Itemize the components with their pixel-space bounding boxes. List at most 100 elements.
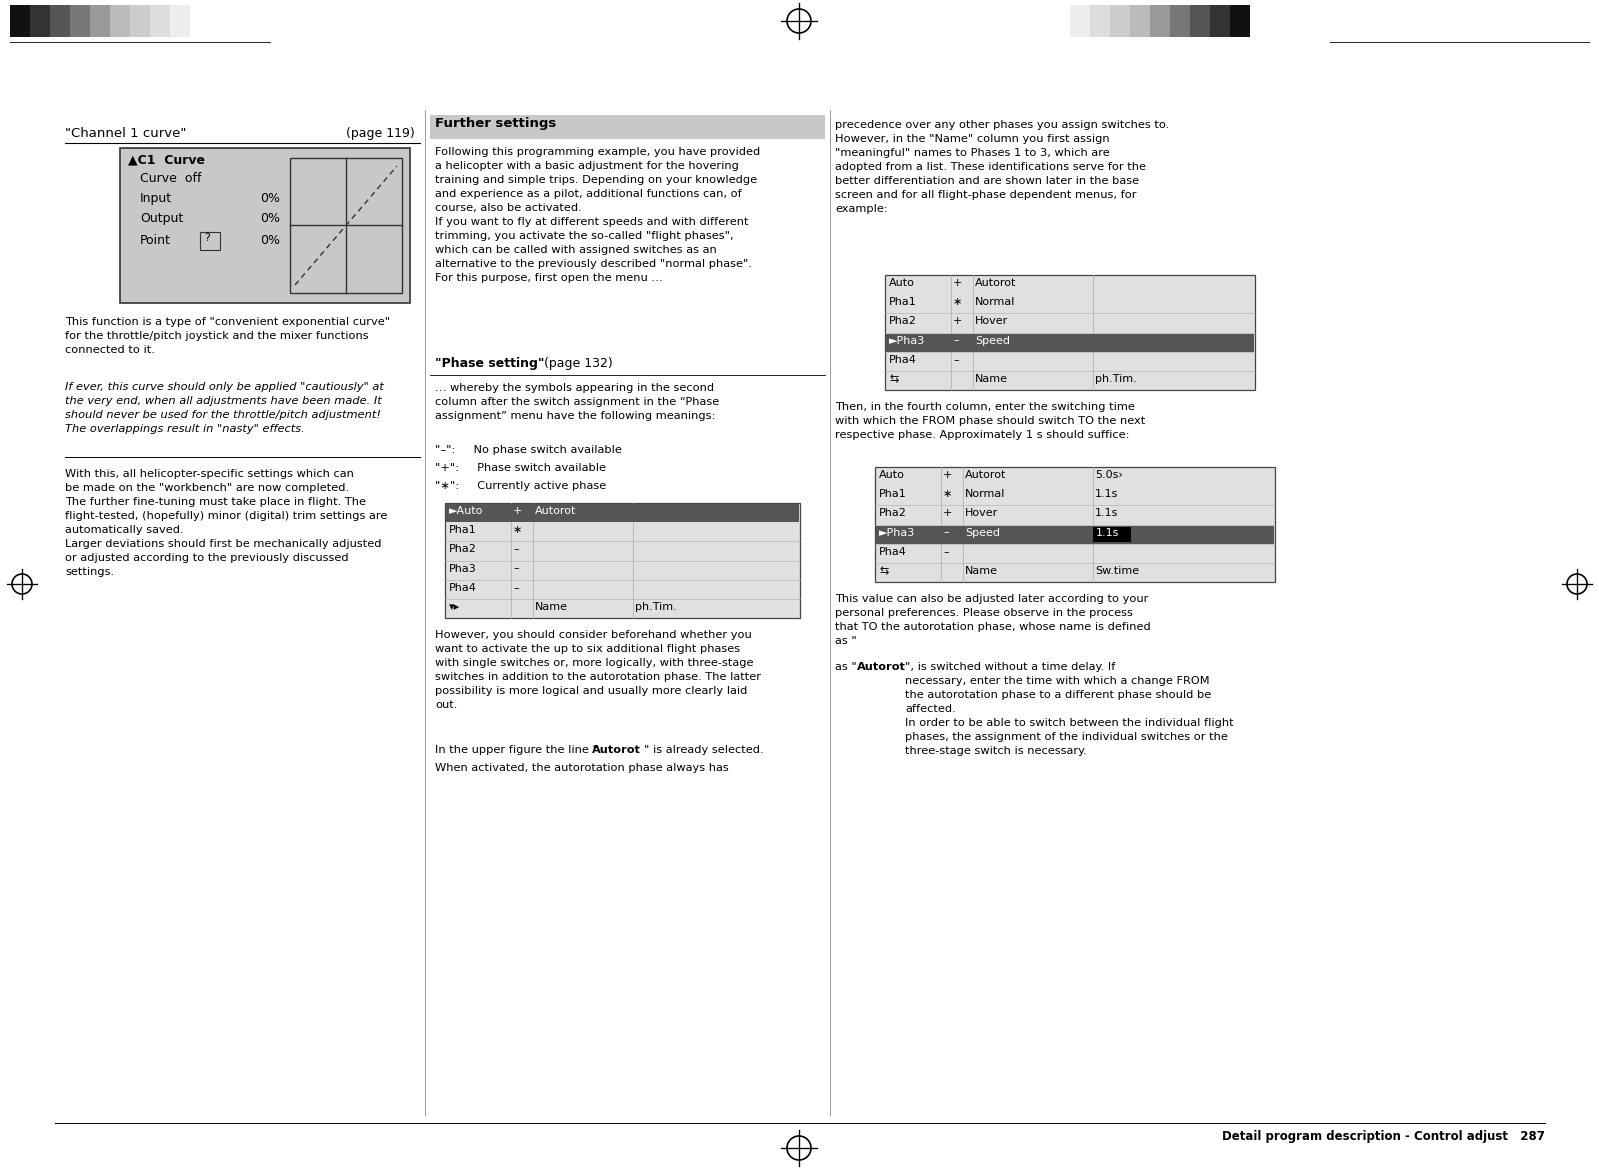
Text: Normal: Normal	[975, 297, 1015, 307]
Text: –: –	[953, 355, 959, 364]
Text: 0%: 0%	[261, 213, 280, 225]
Text: Then, in the fourth column, enter the switching time
with which the FROM phase s: Then, in the fourth column, enter the sw…	[835, 402, 1145, 440]
Text: Speed: Speed	[975, 335, 1011, 346]
Text: ►Pha3: ►Pha3	[889, 335, 926, 346]
Text: 1.1s: 1.1s	[1095, 528, 1119, 537]
Text: " is already selected.: " is already selected.	[644, 745, 764, 755]
Text: With this, all helicopter-specific settings which can
be made on the "workbench": With this, all helicopter-specific setti…	[66, 470, 387, 577]
Bar	[70, 5, 90, 37]
Text: Further settings: Further settings	[435, 117, 556, 130]
Bar	[1230, 5, 1250, 37]
Bar	[1094, 527, 1130, 542]
Text: ?: ?	[205, 232, 209, 243]
Text: Pha1: Pha1	[449, 526, 477, 535]
Text: –: –	[513, 563, 518, 573]
Bar	[430, 114, 825, 139]
Text: Curve  off: Curve off	[141, 172, 201, 185]
Bar	[1150, 5, 1170, 37]
Text: Autorot: Autorot	[857, 662, 907, 672]
Text: Hover: Hover	[966, 508, 998, 519]
Bar	[150, 5, 169, 37]
Text: ∗: ∗	[943, 489, 953, 499]
Text: +: +	[943, 508, 953, 519]
Text: (page 119): (page 119)	[347, 127, 416, 140]
Text: Point: Point	[141, 234, 171, 246]
Bar	[876, 526, 1274, 543]
Bar	[1070, 5, 1091, 37]
Text: Output: Output	[141, 213, 184, 225]
Text: Auto: Auto	[889, 278, 915, 288]
Text: ►Pha3: ►Pha3	[879, 528, 915, 537]
Bar	[130, 5, 150, 37]
Text: Pha1: Pha1	[879, 489, 907, 499]
Text: –: –	[943, 528, 948, 537]
Text: ▾▸: ▾▸	[449, 602, 461, 612]
Text: –: –	[513, 583, 518, 592]
Text: ►Auto: ►Auto	[449, 506, 483, 516]
Text: Following this programming example, you have provided
a helicopter with a basic : Following this programming example, you …	[435, 147, 760, 283]
Bar	[445, 503, 800, 618]
Text: This function is a type of "convenient exponential curve"
for the throttle/pitch: This function is a type of "convenient e…	[66, 317, 390, 355]
Text: (page 132): (page 132)	[540, 357, 612, 370]
Bar	[1110, 5, 1130, 37]
Text: ph.Tim.: ph.Tim.	[1095, 374, 1137, 384]
Text: Autorot: Autorot	[592, 745, 641, 755]
Text: Pha4: Pha4	[449, 583, 477, 592]
Text: +: +	[943, 470, 953, 480]
Text: 0%: 0%	[261, 234, 280, 246]
Text: ", is switched without a time delay. If
necessary, enter the time with which a c: ", is switched without a time delay. If …	[905, 662, 1233, 756]
Text: Pha3: Pha3	[449, 563, 477, 573]
Bar	[30, 5, 50, 37]
Bar	[1190, 5, 1210, 37]
Text: "–":     No phase switch available: "–": No phase switch available	[435, 445, 622, 456]
Text: ∗: ∗	[513, 526, 523, 535]
Text: "Channel 1 curve": "Channel 1 curve"	[66, 127, 187, 140]
Text: "+":     Phase switch available: "+": Phase switch available	[435, 463, 606, 473]
Text: precedence over any other phases you assign switches to.
However, in the "Name" : precedence over any other phases you ass…	[835, 120, 1169, 214]
Text: Normal: Normal	[966, 489, 1006, 499]
Text: Speed: Speed	[966, 528, 999, 537]
Text: Input: Input	[141, 192, 173, 206]
Text: 1.1s: 1.1s	[1095, 508, 1118, 519]
Text: +: +	[953, 317, 963, 326]
Bar	[110, 5, 130, 37]
Text: If ever, this curve should only be applied "cautiously" at
the very end, when al: If ever, this curve should only be appli…	[66, 382, 384, 434]
Text: "Phase setting": "Phase setting"	[435, 357, 545, 370]
Text: as ": as "	[835, 662, 857, 672]
Bar	[200, 232, 221, 250]
Bar	[10, 5, 30, 37]
Bar	[875, 467, 1274, 582]
Text: Auto: Auto	[879, 470, 905, 480]
Bar	[50, 5, 70, 37]
Text: ∗: ∗	[953, 297, 963, 307]
Bar	[1170, 5, 1190, 37]
Bar	[169, 5, 190, 37]
Text: "∗":     Currently active phase: "∗": Currently active phase	[435, 481, 606, 491]
Bar	[1130, 5, 1150, 37]
Text: Pha1: Pha1	[889, 297, 916, 307]
Text: Name: Name	[536, 602, 568, 612]
Bar	[1210, 5, 1230, 37]
Text: –: –	[513, 544, 518, 555]
Text: ph.Tim.: ph.Tim.	[635, 602, 676, 612]
Text: ▲C1  Curve: ▲C1 Curve	[128, 153, 205, 166]
Text: Pha2: Pha2	[879, 508, 907, 519]
Text: ⇆: ⇆	[879, 565, 889, 576]
Text: Autorot: Autorot	[975, 278, 1017, 288]
Text: Autorot: Autorot	[536, 506, 576, 516]
Text: Name: Name	[975, 374, 1007, 384]
Bar	[446, 505, 800, 522]
Bar	[90, 5, 110, 37]
Text: ⇆: ⇆	[889, 374, 899, 384]
Bar	[884, 274, 1255, 390]
Text: Sw.time: Sw.time	[1095, 565, 1138, 576]
Text: Pha4: Pha4	[879, 547, 907, 557]
Text: –: –	[943, 547, 948, 557]
Text: Pha4: Pha4	[889, 355, 916, 364]
Text: However, you should consider beforehand whether you
want to activate the up to s: However, you should consider beforehand …	[435, 630, 761, 710]
Text: Detail program description - Control adjust   287: Detail program description - Control adj…	[1222, 1129, 1545, 1143]
Text: In the upper figure the line ": In the upper figure the line "	[435, 745, 598, 755]
Text: Pha2: Pha2	[449, 544, 477, 555]
Text: +: +	[953, 278, 963, 288]
Text: … whereby the symbols appearing in the second
column after the switch assignment: … whereby the symbols appearing in the s…	[435, 383, 720, 420]
